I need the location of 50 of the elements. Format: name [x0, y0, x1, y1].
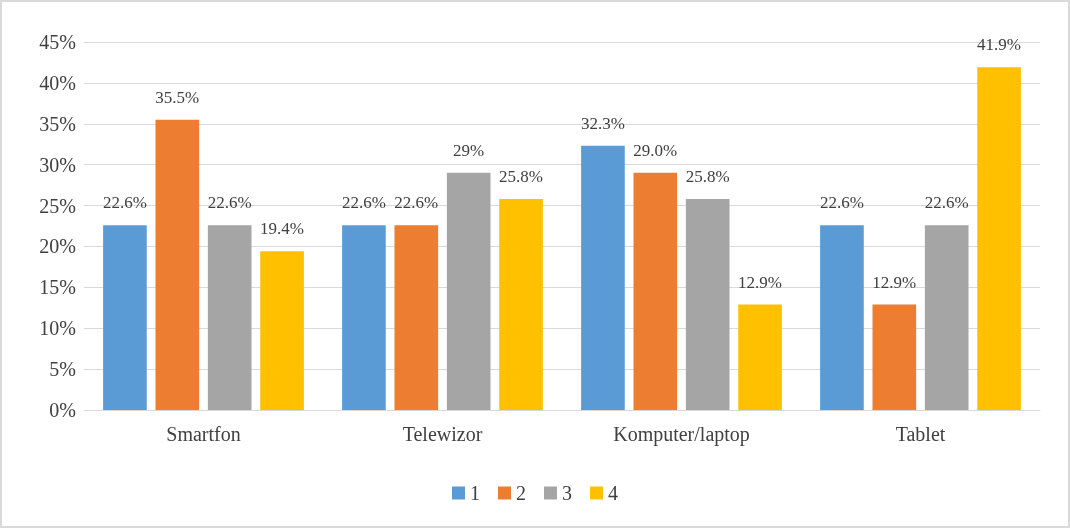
bar [394, 225, 439, 410]
y-tick-label: 25% [39, 194, 76, 217]
y-tick-label: 15% [39, 276, 76, 299]
bar [446, 172, 491, 410]
data-label: 35.5% [155, 87, 200, 107]
legend-label: 2 [516, 482, 526, 504]
y-tick-label: 45% [39, 31, 76, 53]
x-tick-label: Smartfon [166, 423, 241, 445]
bar [260, 251, 304, 410]
data-label: 25.8% [685, 167, 730, 187]
bar [103, 225, 147, 410]
y-tick-label: 30% [39, 153, 76, 176]
data-label: 29.0% [633, 140, 678, 160]
data-label: 22.6% [819, 193, 864, 213]
legend-label: 4 [608, 482, 618, 504]
data-label: 41.9% [977, 35, 1022, 55]
data-label: 25.8% [499, 167, 544, 187]
legend-label: 3 [562, 482, 572, 504]
x-tick-label: Komputer/laptop [613, 423, 750, 446]
y-tick-label: 10% [39, 317, 76, 340]
y-tick-label: 20% [39, 235, 76, 258]
y-tick-label: 40% [39, 71, 76, 94]
x-tick-label: Telewizor [402, 423, 483, 445]
bar [872, 304, 917, 410]
data-label: 22.6% [394, 193, 439, 213]
data-label: 22.6% [207, 193, 252, 213]
data-label: 19.4% [260, 219, 305, 239]
bar [633, 172, 678, 410]
bar [581, 145, 625, 410]
data-label: 29% [453, 140, 485, 160]
bar [820, 225, 864, 410]
bar [207, 225, 252, 410]
y-tick-label: 0% [49, 399, 76, 421]
x-tick-label: Tablet [895, 423, 946, 445]
y-tick-label: 5% [49, 358, 76, 381]
y-tick-label: 35% [39, 112, 76, 135]
legend-label: 1 [470, 482, 480, 504]
data-label: 12.9% [738, 272, 783, 292]
bar [977, 67, 1021, 410]
bar [342, 225, 386, 410]
bar [738, 304, 782, 410]
bar [499, 199, 543, 410]
data-label: 32.3% [580, 113, 625, 133]
bar [155, 119, 200, 410]
data-label: 22.6% [924, 193, 969, 213]
data-label: 22.6% [102, 193, 147, 213]
bar [924, 225, 969, 410]
data-label: 12.9% [872, 272, 917, 292]
data-label: 22.6% [341, 193, 386, 213]
bar [685, 199, 730, 410]
